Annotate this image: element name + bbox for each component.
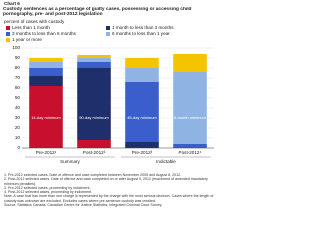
bar-segment	[77, 140, 111, 148]
bar-segment	[173, 54, 207, 72]
bar-segment	[77, 68, 111, 140]
y-tick-label: 20	[15, 125, 21, 130]
y-tick-label: 30	[15, 115, 21, 120]
note: Source: Statistics Canada, Canadian Cent…	[4, 203, 163, 208]
y-tick-label: 90	[15, 55, 21, 60]
bar-segment	[29, 86, 63, 148]
y-tick-label: 10	[15, 135, 21, 140]
legend-label: 6 months to less than 1 year	[112, 31, 170, 36]
y-tick-label: 100	[12, 45, 20, 50]
y-tick-label: 40	[15, 105, 21, 110]
legend-swatch	[106, 32, 110, 36]
legend-label: Less than 1 month	[12, 25, 50, 30]
y-tick-label: 60	[15, 85, 21, 90]
y-axis-label: percent of cases with custody	[4, 19, 65, 24]
x-tick-label: Pre-2012¹	[36, 150, 57, 155]
bar-segment	[125, 142, 159, 148]
chart-label: Chart 6	[4, 1, 20, 6]
note: 3. Pre-2012 selected cases, proceeding b…	[4, 185, 91, 190]
notes: 1. Pre-2012 selected cases. Date of offe…	[4, 173, 215, 207]
y-tick-label: 80	[15, 65, 21, 70]
legend-label: 3 months to less than 6 months	[12, 31, 77, 36]
note: 2. Post-2012 selected cases. Date of off…	[4, 177, 208, 186]
annotation: 6-month minimum	[174, 115, 207, 120]
bar-segment	[29, 58, 63, 62]
y-tick-label: 0	[17, 145, 20, 150]
note: 1. Pre-2012 selected cases. Date of offe…	[4, 173, 182, 177]
bar-segment	[125, 58, 159, 68]
bar-segment	[29, 76, 63, 86]
annotation: 14-day minimum	[31, 115, 61, 120]
bar-segment	[173, 72, 207, 144]
bar-segment	[29, 62, 63, 68]
bar-segment	[77, 62, 111, 68]
chart-title: Custody sentences as a percentage of gui…	[3, 7, 192, 18]
chart: Chart 6 Custody sentences as a percentag…	[3, 1, 214, 164]
bar-segment	[125, 82, 159, 142]
legend-swatch	[6, 32, 10, 36]
annotation: 45-day minimum	[127, 115, 157, 120]
y-tick-label: 50	[15, 95, 21, 100]
note: 4. Post-2012 selected cases, proceeding …	[4, 190, 93, 195]
annotation: 90-day minimum	[79, 115, 109, 120]
bar-segment	[125, 68, 159, 82]
bar-segment	[173, 144, 207, 148]
bar-segment	[29, 68, 63, 76]
legend-swatch	[6, 26, 10, 30]
legend-swatch	[106, 26, 110, 30]
x-tick-label: Pre-2012³	[132, 150, 153, 155]
x-tick-label: Post-2012²	[83, 150, 106, 155]
group-label: Summary	[60, 159, 80, 164]
note: Note: A case that has more than one char…	[4, 194, 214, 203]
legend-swatch	[6, 38, 10, 42]
title-box: Custody sentences as a percentage of gui…	[3, 7, 192, 18]
x-tick-label: Post-2012⁴	[179, 150, 202, 155]
legend-label: 1 year or more	[12, 37, 42, 42]
legend-label: 1 month to less than 3 months	[112, 25, 174, 30]
y-tick-label: 70	[15, 75, 21, 80]
bar-segment	[77, 55, 111, 58]
bar-segment	[77, 58, 111, 62]
group-label: Indictable	[156, 159, 176, 164]
